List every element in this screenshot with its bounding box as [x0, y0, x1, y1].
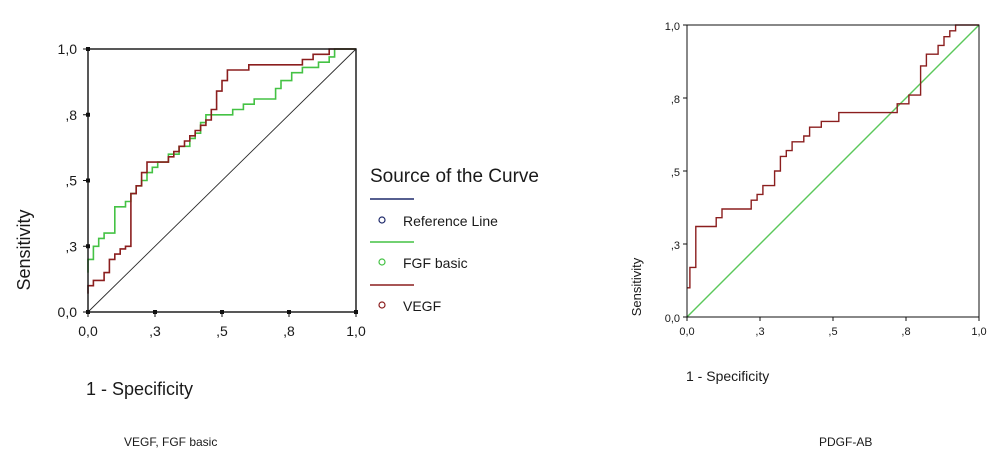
chart1-y-axis-label: Sensitivity [14, 209, 34, 290]
chart1-y-tick-label: ,5 [65, 173, 77, 189]
legend-reference-line-marker [378, 216, 386, 224]
chart2-caption: PDGF-AB [819, 435, 872, 449]
chart1-y-tick-square [86, 178, 90, 183]
chart1-y-tick-square [86, 112, 90, 117]
chart1-x-tick-label: 1,0 [346, 323, 366, 339]
chart1-y-tick-square [86, 310, 90, 314]
chart2-y-tick-label: 0,0 [665, 313, 680, 325]
chart2-x-tick-label: ,5 [828, 326, 837, 338]
chart-pdgf-ab: 0,0 ,3 ,5 ,8 1,0 0,0 ,3 ,5 ,8 1,0 Sensitivity 1 -… [629, 21, 987, 449]
chart2-y-tick-label: ,5 [671, 167, 680, 179]
chart-vegf-fgf: 0,0 ,3 ,5 ,8 1,0 0,0 ,3 ,5 ,8 1,0 Sensitivity 1 -… [14, 41, 539, 449]
chart2-series-1-curve [687, 24, 979, 289]
chart1-x-tick-label: ,5 [216, 323, 228, 339]
chart2-series-layer [686, 24, 980, 318]
chart1-reference-line-curve [87, 48, 357, 313]
chart1-x-tick-label: 0,0 [78, 323, 98, 339]
chart1-x-tick-square [287, 310, 291, 314]
chart1-y-tick-label: ,3 [65, 238, 77, 254]
chart2-x-axis-label: 1 - Specificity [686, 368, 769, 384]
chart1-y-tick-label: 0,0 [58, 304, 78, 320]
chart1-tick-layer: 0,0 ,3 ,5 ,8 1,0 0,0 ,3 ,5 ,8 1,0 [58, 41, 366, 339]
chart2-y-axis-label: Sensitivity [629, 257, 644, 316]
chart1-y-tick-label: 1,0 [58, 41, 78, 57]
chart2-tick-layer: 0,0 ,3 ,5 ,8 1,0 0,0 ,3 ,5 ,8 1,0 [665, 21, 987, 338]
legend-vegf-marker [378, 301, 386, 309]
chart1-y-tick-square [86, 47, 90, 51]
chart1-caption: VEGF, FGF basic [124, 435, 217, 449]
chart2-series-0-curve [686, 24, 980, 318]
chart1-x-tick-square [354, 310, 358, 314]
chart2-y-tick-label: ,3 [671, 240, 680, 252]
legend-fgf-basic-label: FGF basic [403, 255, 468, 271]
chart2-x-tick-label: 0,0 [679, 326, 694, 338]
chart2-y-tick-label: 1,0 [665, 21, 680, 33]
chart2-x-tick-label: ,8 [901, 326, 910, 338]
chart2-y-tick-label: ,8 [671, 94, 680, 106]
chart2-x-tick-label: 1,0 [971, 326, 986, 338]
legend-title: Source of the Curve [370, 166, 539, 187]
chart1-x-tick-square [153, 310, 157, 314]
legend-reference-line-label: Reference Line [403, 213, 498, 229]
legend-vegf-label: VEGF [403, 298, 441, 314]
chart1-vegf-curve [87, 48, 356, 294]
chart1-y-tick-label: ,8 [65, 107, 77, 123]
chart1-x-tick-label: ,8 [283, 323, 295, 339]
chart1-x-tick-square [220, 310, 224, 314]
chart1-fgf-basic-curve [87, 48, 356, 273]
chart1-legend: Source of the Curve Reference Line FGF b… [370, 166, 539, 314]
chart1-series-layer [87, 48, 357, 313]
chart1-x-axis-label: 1 - Specificity [86, 379, 193, 399]
chart1-x-tick-label: ,3 [149, 323, 161, 339]
legend-fgf-basic-marker [378, 258, 386, 266]
chart1-y-tick-square [86, 244, 90, 249]
chart2-x-tick-label: ,3 [755, 326, 764, 338]
